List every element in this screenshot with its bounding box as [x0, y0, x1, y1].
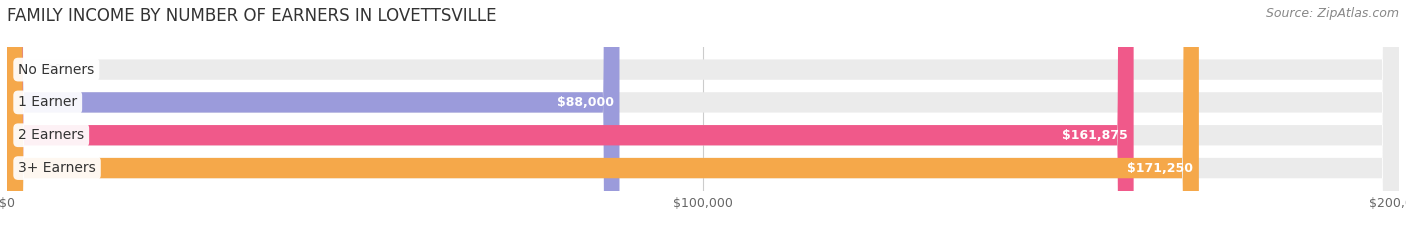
FancyBboxPatch shape	[7, 0, 1133, 233]
FancyBboxPatch shape	[7, 0, 1399, 233]
Text: No Earners: No Earners	[18, 63, 94, 77]
FancyBboxPatch shape	[7, 0, 1199, 233]
FancyBboxPatch shape	[7, 0, 620, 233]
Text: 2 Earners: 2 Earners	[18, 128, 84, 142]
FancyBboxPatch shape	[7, 0, 1399, 233]
Text: 1 Earner: 1 Earner	[18, 96, 77, 110]
FancyBboxPatch shape	[7, 0, 1399, 233]
Text: Source: ZipAtlas.com: Source: ZipAtlas.com	[1265, 7, 1399, 20]
Text: $88,000: $88,000	[557, 96, 614, 109]
Text: 3+ Earners: 3+ Earners	[18, 161, 96, 175]
FancyBboxPatch shape	[7, 0, 1399, 233]
Text: $0: $0	[46, 63, 62, 76]
Text: $161,875: $161,875	[1063, 129, 1128, 142]
Text: FAMILY INCOME BY NUMBER OF EARNERS IN LOVETTSVILLE: FAMILY INCOME BY NUMBER OF EARNERS IN LO…	[7, 7, 496, 25]
Text: $171,250: $171,250	[1128, 161, 1194, 175]
